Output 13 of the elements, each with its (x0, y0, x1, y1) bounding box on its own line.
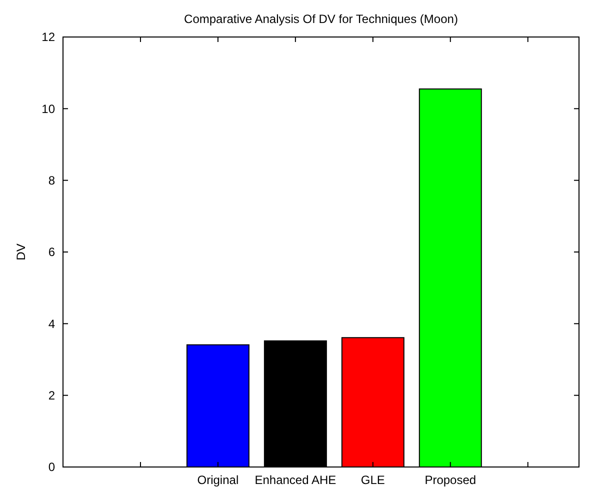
x-tick-label: GLE (360, 473, 385, 487)
y-axis-title: DV (14, 244, 28, 260)
y-tick-label: 4 (48, 316, 56, 331)
y-tick-label: 6 (48, 245, 56, 260)
x-tick-label: Original (197, 473, 239, 487)
y-tick-label: 10 (42, 102, 56, 116)
y-tick-label: 12 (42, 30, 56, 44)
x-tick-label: Proposed (424, 473, 476, 487)
y-tick-label: 8 (48, 174, 56, 188)
y-tick-label: 0 (48, 460, 56, 474)
chart-title: Comparative Analysis Of DV for Techniques (Moon) (184, 12, 458, 26)
y-tick-label: 2 (48, 388, 56, 403)
x-tick-label: Enhanced AHE (254, 473, 336, 487)
